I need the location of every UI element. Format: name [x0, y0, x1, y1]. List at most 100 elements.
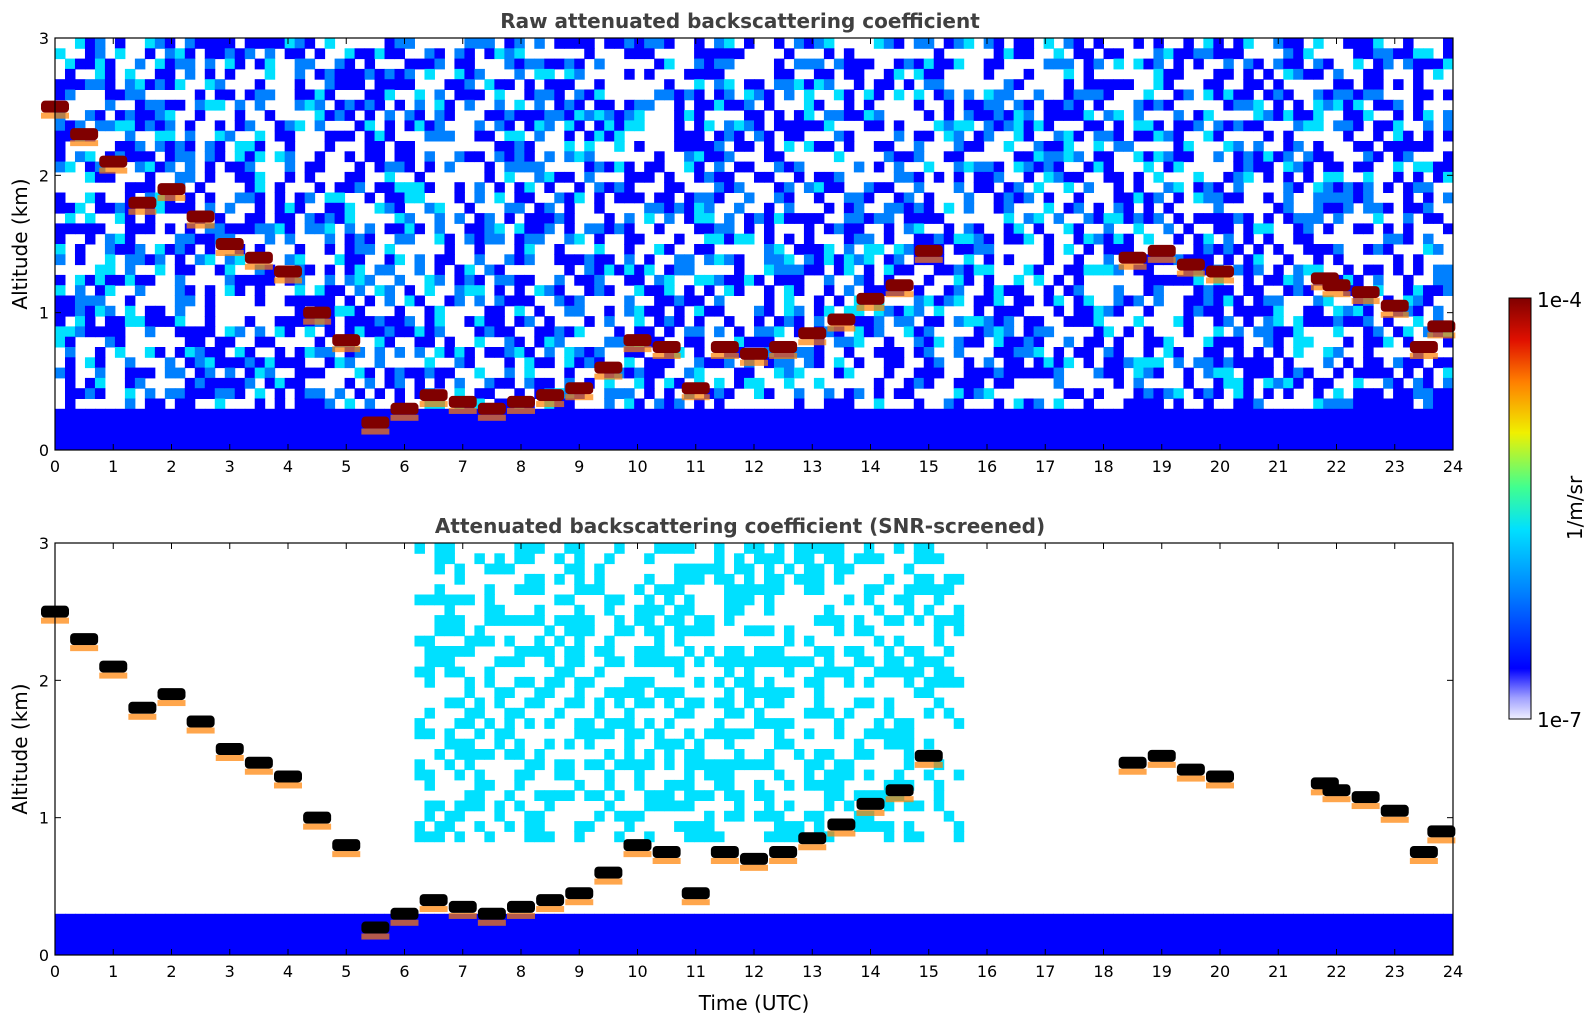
- heatmap-cell: [1143, 192, 1154, 204]
- heatmap-cell: [184, 295, 196, 307]
- heatmap-cell: [1103, 110, 1114, 121]
- heatmap-cell: [1113, 944, 1124, 956]
- heatmap-cell: [64, 161, 76, 173]
- heatmap-cell: [604, 439, 615, 451]
- heatmap-cell: [913, 295, 925, 307]
- heatmap-cell: [1313, 305, 1324, 317]
- heatmap-cell: [873, 377, 885, 389]
- heatmap-cell: [1053, 347, 1065, 358]
- heatmap-cell: [983, 429, 995, 441]
- heatmap-cell: [454, 666, 465, 678]
- heatmap-cell: [1363, 357, 1374, 369]
- heatmap-cell: [1303, 934, 1314, 946]
- heatmap-cell: [1213, 79, 1224, 90]
- heatmap-cell: [464, 749, 475, 760]
- heatmap-cell: [384, 68, 396, 80]
- heatmap-cell: [1113, 367, 1124, 379]
- heatmap-cell: [344, 347, 356, 358]
- heatmap-cell: [933, 68, 945, 80]
- heatmap-cell: [564, 233, 575, 245]
- heatmap-cell: [1373, 439, 1384, 451]
- cloud-layer-edge: [769, 858, 798, 864]
- heatmap-cell: [384, 182, 396, 193]
- heatmap-cell: [514, 646, 525, 657]
- heatmap-cell: [1333, 934, 1344, 946]
- heatmap-cell: [724, 38, 735, 49]
- heatmap-cell: [694, 749, 705, 760]
- cloud-layer-mark: [1147, 244, 1176, 257]
- heatmap-cell: [214, 408, 226, 420]
- heatmap-cell: [184, 264, 196, 276]
- heatmap-cell: [803, 233, 815, 245]
- heatmap-cell: [1003, 285, 1015, 296]
- heatmap-cell: [454, 934, 465, 946]
- heatmap-cell: [544, 202, 555, 214]
- heatmap-cell: [783, 738, 795, 750]
- cloud-layer-mark: [419, 389, 448, 402]
- heatmap-cell: [55, 944, 66, 956]
- heatmap-cell: [474, 821, 485, 832]
- heatmap-cell: [1393, 99, 1404, 111]
- heatmap-cell: [1273, 295, 1284, 307]
- heatmap-cell: [933, 615, 945, 626]
- heatmap-cell: [923, 79, 935, 90]
- heatmap-cell: [1083, 316, 1095, 327]
- heatmap-cell: [664, 58, 675, 70]
- heatmap-cell: [1233, 377, 1244, 389]
- heatmap-cell: [514, 388, 525, 399]
- heatmap-cell: [734, 924, 745, 935]
- heatmap-cell: [294, 285, 306, 296]
- heatmap-cell: [983, 254, 995, 266]
- heatmap-cell: [344, 944, 356, 956]
- heatmap-cell: [1173, 924, 1184, 935]
- heatmap-cell: [943, 913, 955, 925]
- heatmap-cell: [1353, 944, 1364, 956]
- heatmap-cell: [893, 615, 905, 626]
- heatmap-cell: [983, 182, 995, 193]
- heatmap-cell: [454, 563, 465, 575]
- heatmap-cell: [714, 563, 725, 575]
- heatmap-cell: [973, 419, 985, 430]
- heatmap-cell: [1223, 924, 1234, 935]
- heatmap-cell: [1393, 934, 1404, 946]
- heatmap-cell: [74, 429, 86, 441]
- heatmap-cell: [714, 295, 725, 307]
- heatmap-cell: [674, 99, 685, 111]
- heatmap-cell: [1283, 274, 1294, 286]
- heatmap-cell: [1283, 48, 1294, 60]
- heatmap-cell: [1303, 439, 1314, 451]
- heatmap-cell: [264, 68, 276, 80]
- heatmap-cell: [344, 68, 356, 80]
- heatmap-cell: [594, 759, 605, 771]
- heatmap-cell: [244, 357, 256, 369]
- cloud-layer-mark: [856, 292, 885, 305]
- heatmap-cell: [64, 944, 76, 956]
- heatmap-cell: [1133, 944, 1144, 956]
- heatmap-cell: [1333, 68, 1344, 80]
- heatmap-cell: [384, 326, 396, 338]
- heatmap-cell: [284, 48, 296, 60]
- heatmap-cell: [983, 68, 995, 80]
- heatmap-cell: [55, 285, 66, 296]
- heatmap-cell: [1183, 120, 1194, 132]
- heatmap-cell: [334, 439, 346, 451]
- heatmap-cell: [1013, 357, 1025, 369]
- heatmap-cell: [564, 68, 575, 80]
- heatmap-cell: [494, 48, 505, 60]
- heatmap-cell: [324, 913, 336, 925]
- heatmap-cell: [554, 110, 565, 121]
- heatmap-cell: [414, 543, 425, 554]
- heatmap-cell: [634, 646, 645, 657]
- heatmap-cell: [1043, 439, 1055, 451]
- heatmap-cell: [1013, 439, 1025, 451]
- heatmap-cell: [1413, 305, 1424, 317]
- heatmap-cell: [1363, 367, 1374, 379]
- heatmap-cell: [953, 233, 965, 245]
- heatmap-cell: [134, 408, 146, 420]
- heatmap-cell: [724, 944, 735, 956]
- heatmap-cell: [194, 408, 206, 420]
- heatmap-cell: [893, 305, 905, 317]
- heatmap-cell: [883, 79, 895, 90]
- heatmap-cell: [494, 687, 505, 698]
- heatmap-cell: [304, 161, 316, 173]
